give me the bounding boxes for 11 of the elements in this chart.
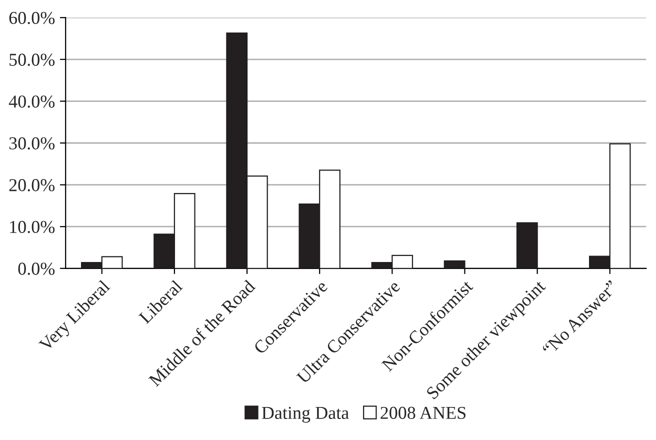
bar [516, 222, 538, 268]
y-tick-label: 0.0% [18, 262, 55, 275]
y-tick-label: 30.0% [9, 137, 55, 150]
y-tick-label: 60.0% [9, 12, 55, 24]
y-tick-label: 10.0% [10, 220, 55, 234]
bar [444, 260, 466, 268]
y-tick-label: 50.0% [10, 54, 55, 66]
y-tick-label: 40.0% [8, 95, 55, 108]
y-tick-label: 20.0% [9, 179, 55, 192]
legend-label: 2008 ANES [380, 406, 466, 419]
legend-label: Dating Data [262, 406, 349, 423]
